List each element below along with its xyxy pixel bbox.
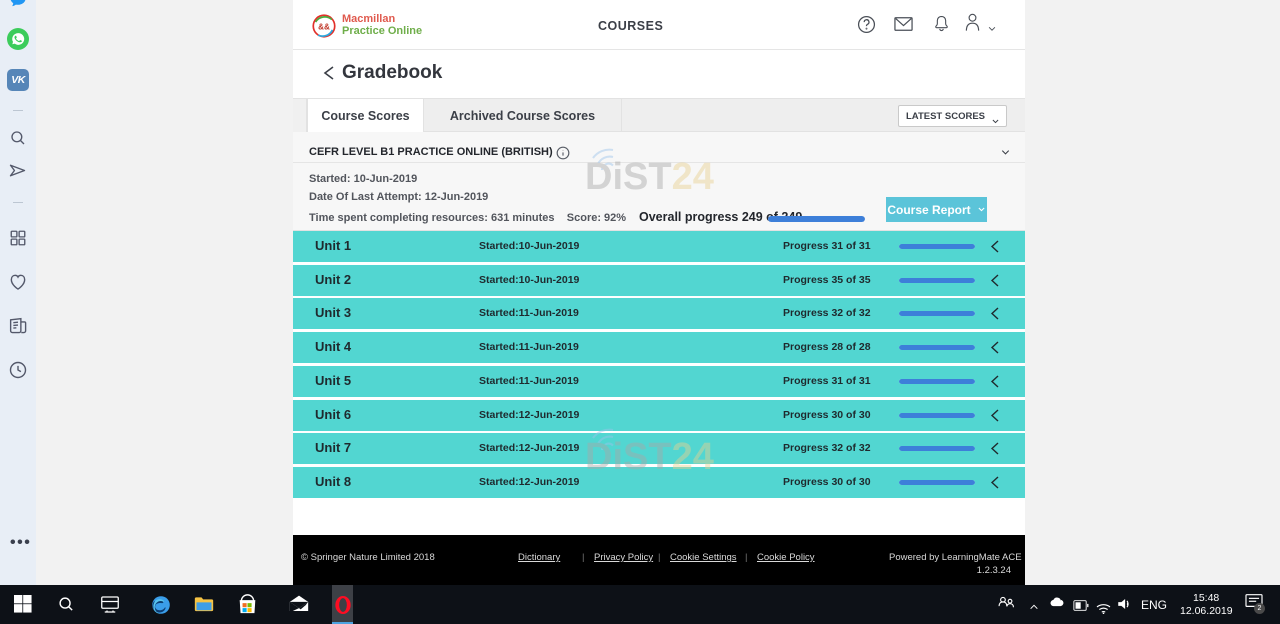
svg-text:&&: && bbox=[318, 22, 330, 31]
